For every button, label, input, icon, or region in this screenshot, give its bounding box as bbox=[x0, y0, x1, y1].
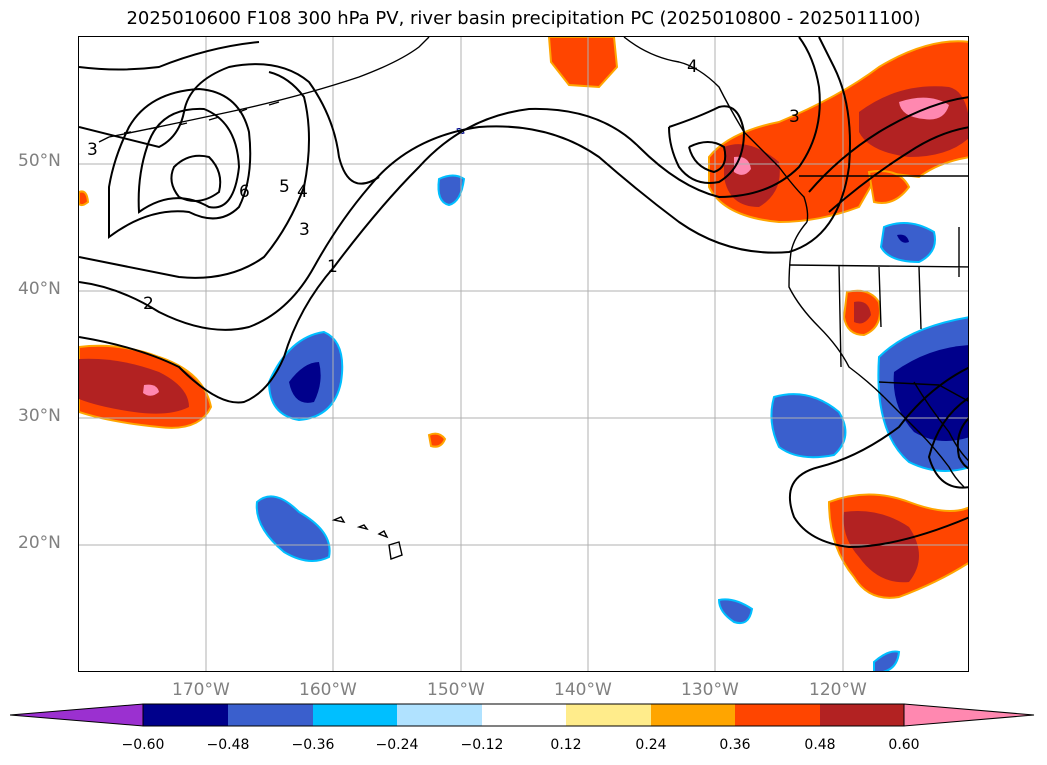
colorbar-extend-low bbox=[10, 703, 144, 727]
contour-labels: 3 6 5 4 3 2 1 4 3 bbox=[87, 57, 800, 314]
lat-label: 40°N bbox=[18, 279, 61, 299]
lon-label: 130°W bbox=[681, 680, 739, 700]
positive-anomaly-region bbox=[547, 37, 619, 89]
contour-label: 3 bbox=[87, 140, 98, 160]
colorbar-tick: 0.60 bbox=[888, 737, 920, 753]
contour-label: 4 bbox=[687, 57, 698, 77]
pv-contour bbox=[828, 126, 968, 213]
colorbar-segment bbox=[228, 704, 313, 726]
strong-negative-anomaly-region bbox=[897, 234, 909, 243]
positive-anomaly-region bbox=[79, 190, 90, 207]
state-border bbox=[788, 227, 968, 368]
us-west-coast bbox=[788, 221, 885, 398]
lat-label: 50°N bbox=[18, 151, 61, 171]
lat-label: 20°N bbox=[18, 533, 61, 553]
positive-anomaly-region bbox=[867, 170, 911, 204]
mexico-coast bbox=[913, 381, 968, 462]
baja-california bbox=[883, 396, 965, 488]
colorbar-segment bbox=[143, 704, 228, 726]
colorbar-segment bbox=[735, 704, 820, 726]
pv-contour bbox=[79, 63, 380, 185]
colorbar-segment bbox=[482, 704, 566, 726]
colorbar-tick: −0.24 bbox=[375, 737, 419, 753]
colorbar-segment bbox=[397, 704, 482, 726]
contour-label: 5 bbox=[279, 177, 290, 197]
colorbar-segment bbox=[566, 704, 651, 726]
alaska-panhandle bbox=[623, 37, 780, 168]
peak-anomaly-region bbox=[143, 384, 159, 396]
colorbar-tick: −0.48 bbox=[206, 737, 250, 753]
colorbar-tick: 0.48 bbox=[804, 737, 836, 753]
alaska-coast bbox=[108, 37, 430, 138]
contour-label: 2 bbox=[143, 294, 154, 314]
positive-anomaly-region bbox=[427, 432, 447, 448]
lon-label: 170°W bbox=[172, 680, 230, 700]
colorbar-tick: 0.12 bbox=[550, 737, 582, 753]
coastlines bbox=[98, 37, 968, 560]
pv-contour bbox=[170, 154, 222, 202]
colorbar-tick: −0.12 bbox=[460, 737, 504, 753]
colorbar-tick: −0.36 bbox=[291, 737, 335, 753]
contour-label: 3 bbox=[789, 107, 800, 127]
pv-contour bbox=[668, 105, 746, 184]
colorbar bbox=[10, 703, 1035, 727]
negative-anomaly-region bbox=[879, 222, 936, 264]
contour-label: 1 bbox=[327, 257, 338, 277]
colorbar-segment bbox=[313, 704, 397, 726]
pv-contour bbox=[79, 37, 851, 331]
colorbar-extend-high bbox=[903, 703, 1035, 727]
precip-anomaly-layer bbox=[79, 37, 968, 671]
contour-label: 3 bbox=[299, 220, 310, 240]
colorbar-tick: 0.36 bbox=[719, 737, 751, 753]
pv-contour bbox=[108, 87, 252, 239]
colorbar-segment bbox=[820, 704, 904, 726]
lon-label: 140°W bbox=[554, 680, 612, 700]
pv-contour bbox=[927, 397, 968, 489]
contour-label: 6 bbox=[239, 182, 250, 202]
high-anomaly-region bbox=[854, 301, 871, 324]
map-title: 2025010600 F108 300 hPa PV, river basin … bbox=[126, 8, 921, 29]
pv-contour bbox=[79, 37, 821, 404]
lat-label: 30°N bbox=[18, 406, 61, 426]
aleutian-islands bbox=[98, 101, 280, 143]
negative-anomaly-region bbox=[255, 495, 331, 562]
pv-contour bbox=[688, 141, 727, 174]
colorbar-tick: 0.24 bbox=[635, 737, 667, 753]
pv-contours bbox=[79, 37, 968, 549]
negative-anomaly-region bbox=[873, 650, 901, 671]
contour-label: 4 bbox=[297, 182, 308, 202]
map-canvas: 3 6 5 4 3 2 1 4 3 bbox=[79, 37, 968, 671]
strong-negative-anomaly-region bbox=[289, 362, 321, 403]
pv-contour bbox=[956, 417, 968, 470]
hawaiian-islands bbox=[331, 516, 403, 560]
colorbar-segment bbox=[651, 704, 735, 726]
pv-contour bbox=[79, 41, 260, 71]
pv-contour bbox=[789, 366, 968, 549]
pv-contour bbox=[808, 96, 968, 193]
negative-anomaly-region bbox=[717, 598, 754, 625]
map-area[interactable]: 3 6 5 4 3 2 1 4 3 bbox=[78, 36, 969, 672]
lon-label: 160°W bbox=[299, 680, 357, 700]
pv-contour bbox=[79, 71, 310, 279]
pv-contour bbox=[137, 107, 241, 214]
negative-anomaly-region bbox=[770, 393, 847, 459]
lon-label: 150°W bbox=[427, 680, 485, 700]
lon-label: 120°W bbox=[809, 680, 867, 700]
high-anomaly-region bbox=[79, 358, 189, 414]
colorbar-tick: −0.60 bbox=[121, 737, 165, 753]
high-anomaly-region bbox=[843, 511, 919, 583]
negative-anomaly-region bbox=[437, 174, 466, 207]
